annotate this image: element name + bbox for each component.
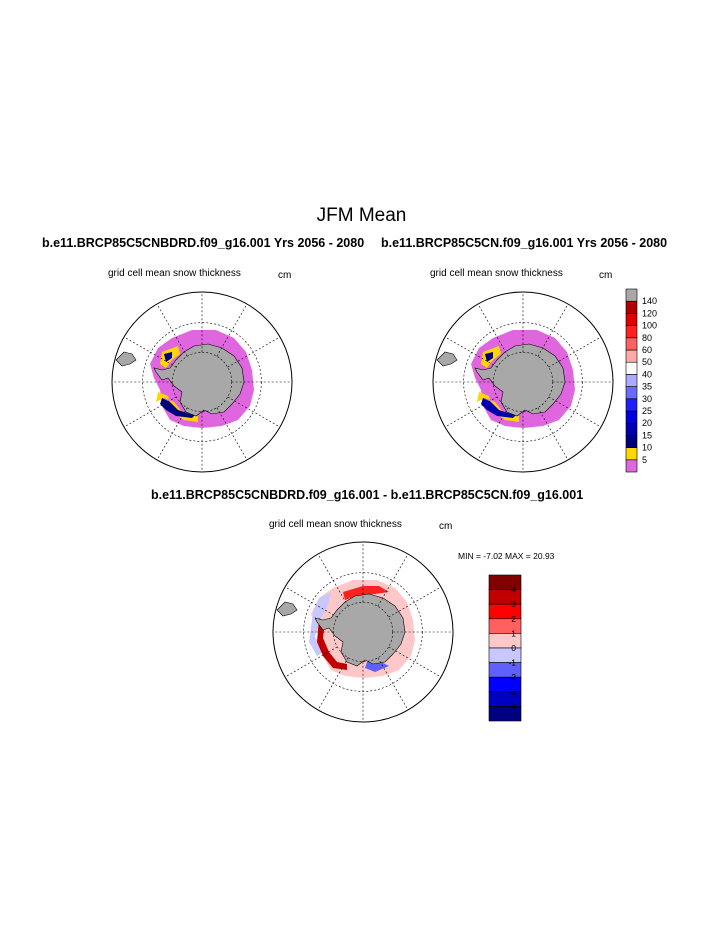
snow-region-deep-west <box>160 398 198 418</box>
polar-map-right <box>432 291 614 473</box>
figure-title: JFM Mean <box>316 205 407 226</box>
colorbar-snow-box-11 <box>625 325 638 339</box>
colorbar-snow-tick-25: 25 <box>642 406 652 416</box>
snow-region-deep-north <box>485 352 493 362</box>
panel-left-title: b.e11.BRCP85C5CNBDRD.f09_g16.001 Yrs 205… <box>42 236 365 250</box>
diff-max-value: 20.93 <box>533 551 555 561</box>
panel-left-variable-label: grid cell mean snow thickness <box>108 268 241 279</box>
colorbar-snow-tick-30: 30 <box>642 394 652 404</box>
colorbar-snow-box-12 <box>625 313 638 326</box>
map-boundary <box>272 541 454 723</box>
colorbar-diff-tick-3: 3 <box>511 599 516 609</box>
colorbar-diff-box-0 <box>488 574 522 590</box>
diff-min-label: MIN = <box>458 551 484 561</box>
colorbar-snow-tick-100: 100 <box>642 321 657 331</box>
colorbar-diff-box-8 <box>488 691 522 707</box>
colorbar-snow-box-1 <box>625 447 638 461</box>
colorbar-diff-box-6 <box>488 662 522 678</box>
colorbar-diff-tick--4: -4 <box>508 701 516 711</box>
south-america-tip <box>436 351 458 367</box>
colorbar-snow-box-13 <box>625 300 638 314</box>
colorbar-snow-tick-35: 35 <box>642 382 652 392</box>
colorbar-snow-tick-60: 60 <box>642 345 652 355</box>
colorbar-diff-tick-4: 4 <box>511 585 516 595</box>
panel-right-units: cm <box>599 270 613 281</box>
colorbar-snow-box-9 <box>625 349 638 363</box>
colorbar-diff-box-7 <box>488 676 522 693</box>
colorbar-snow-tick-120: 120 <box>642 308 657 318</box>
diff-region-positive-large-west <box>317 618 347 670</box>
colorbar-diff-box-4 <box>488 633 522 649</box>
antarctica-landmass <box>153 343 245 417</box>
south-america-tip <box>276 601 298 617</box>
diff-stats: MIN = -7.02 MAX = 20.93 <box>458 551 554 561</box>
colorbar-snow-tick-140: 140 <box>642 296 657 306</box>
panel-right-title: b.e11.BRCP85C5CN.f09_g16.001 Yrs 2056 - … <box>381 236 668 250</box>
diff-max-label: MAX = <box>505 551 534 561</box>
colorbar-snow-box-8 <box>625 361 638 375</box>
colorbar-diff-box-1 <box>488 589 522 605</box>
panel-diff-units: cm <box>439 521 453 532</box>
map-boundary <box>432 291 614 473</box>
colorbar-diff-box-9 <box>488 706 522 722</box>
map-boundary <box>111 291 293 473</box>
diff-region-negative-small <box>309 592 331 656</box>
antarctica-landmass <box>474 343 566 417</box>
colorbar-diff-tick--3: -3 <box>508 687 516 697</box>
antarctica-landmass <box>314 593 406 667</box>
colorbar-snow-tick-5: 5 <box>642 455 647 465</box>
colorbar-snow-tick-80: 80 <box>642 333 652 343</box>
diff-min-value: -7.02 <box>483 551 503 561</box>
panel-right-variable-label: grid cell mean snow thickness <box>430 268 563 279</box>
colorbar-snow-box-5 <box>625 398 638 412</box>
colorbar-snow-tick-15: 15 <box>642 430 652 440</box>
polar-map-diff <box>272 541 454 723</box>
colorbar-snow-tick-40: 40 <box>642 369 652 379</box>
colorbar-diff-box-3 <box>488 618 522 634</box>
colorbar-snow-box-3 <box>625 422 638 436</box>
colorbar-snow-tick-10: 10 <box>642 443 652 453</box>
polar-map-left <box>111 291 293 473</box>
colorbar-diff-tick--2: -2 <box>508 672 516 682</box>
panel-left-units: cm <box>278 270 292 281</box>
colorbar-snow-box-0 <box>625 459 638 473</box>
colorbar-snow-box-14 <box>625 288 638 302</box>
colorbar-snow-box-6 <box>625 386 638 400</box>
colorbar-snow-tick-50: 50 <box>642 357 652 367</box>
colorbar-snow-box-2 <box>625 435 638 448</box>
colorbar-snow-box-7 <box>625 374 638 387</box>
snow-region-deep-north <box>164 352 172 362</box>
colorbar-diff-tick-0: 0 <box>511 643 516 653</box>
panel-diff-title: b.e11.BRCP85C5CNBDRD.f09_g16.001 - b.e11… <box>151 488 584 502</box>
panel-diff-variable-label: grid cell mean snow thickness <box>269 519 402 530</box>
colorbar-diff-box-5 <box>488 647 522 663</box>
colorbar-snow-tick-20: 20 <box>642 418 652 428</box>
colorbar-snow-box-10 <box>625 337 638 351</box>
colorbar-diff-tick--1: -1 <box>508 658 516 668</box>
snow-region-deep-west <box>481 398 519 418</box>
colorbar-diff-tick-2: 2 <box>511 614 516 624</box>
colorbar-diff-tick-1: 1 <box>511 628 516 638</box>
diff-region-negative-east <box>365 662 389 672</box>
colorbar-diff-box-2 <box>488 603 522 620</box>
colorbar-snow-box-4 <box>625 410 638 424</box>
south-america-tip <box>115 351 137 367</box>
